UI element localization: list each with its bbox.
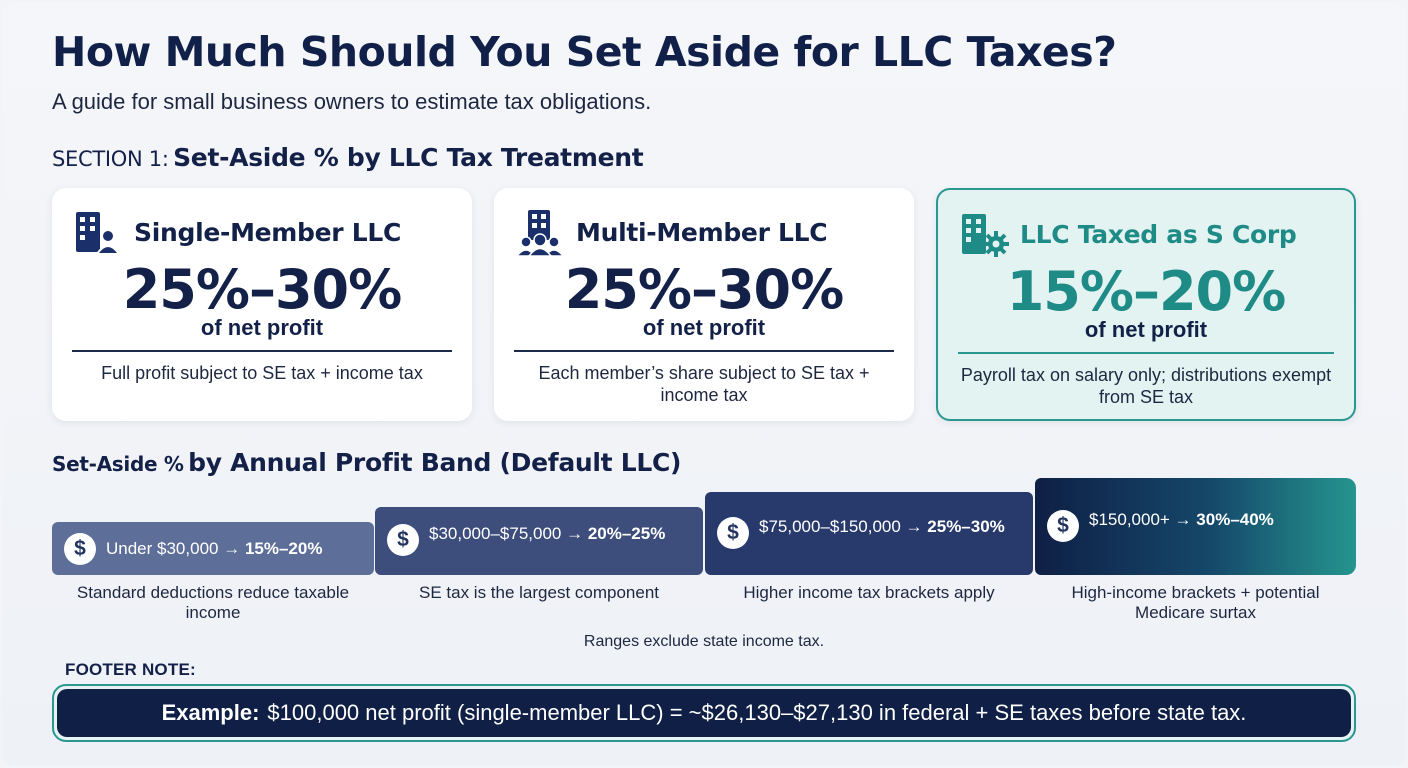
building-group-icon <box>514 206 566 258</box>
card-description: Each member’s share subject to SE tax + … <box>538 363 870 405</box>
page-title: How Much Should You Set Aside for LLC Ta… <box>52 28 1117 76</box>
profit-band-prefix: Set-Aside % <box>52 452 184 476</box>
dollar-icon: $ <box>64 532 96 565</box>
example-text: $100,000 net profit (single-member LLC) … <box>267 700 1247 725</box>
footer-label: FOOTER NOTE: <box>65 660 196 679</box>
example-label: Example: <box>161 700 260 725</box>
band-value: 15%–20% <box>244 538 323 558</box>
card-divider <box>72 350 452 352</box>
band-range: $30,000–$75,000 → <box>429 524 584 543</box>
card-divider <box>958 352 1334 354</box>
band-range: Under $30,000 → <box>106 538 241 558</box>
section-1-prefix: SECTION 1: <box>52 147 169 171</box>
card-unit: of net profit <box>642 315 766 340</box>
card-unit: of net profit <box>200 315 324 340</box>
band-value: 25%–30% <box>927 517 1005 536</box>
band-note: High-income brackets + potential Medicar… <box>1071 583 1320 622</box>
profit-band-heading: Set-Aside % by Annual Profit Band (Defau… <box>52 448 681 477</box>
section-1-title: Set-Aside % by LLC Tax Treatment <box>173 143 644 172</box>
card-single-member-llc: Single-Member LLC 25%–30% of net profit … <box>52 188 472 421</box>
profit-band-2: $ $30,000–$75,000 → 20%–25% <box>375 507 703 575</box>
card-title: Single-Member LLC <box>134 217 402 247</box>
dollar-icon: $ <box>387 524 419 556</box>
card-description: Payroll tax on salary only; distribution… <box>960 365 1332 407</box>
card-multi-member-llc: Multi-Member LLC 25%–30% of net profit E… <box>494 188 914 421</box>
footer-example-box: Example: $100,000 net profit (single-mem… <box>52 684 1356 742</box>
ranges-note: Ranges exclude state income tax. <box>583 633 825 650</box>
card-unit: of net profit <box>1084 317 1208 342</box>
band-range: $150,000+ → <box>1089 510 1192 529</box>
section-1-heading: SECTION 1: Set-Aside % by LLC Tax Treatm… <box>52 143 644 172</box>
band-note: SE tax is the largest component <box>418 583 660 602</box>
page-subtitle: A guide for small business owners to est… <box>52 89 652 114</box>
band-note: Higher income tax brackets apply <box>743 583 995 602</box>
card-percent: 15%–20% <box>1006 260 1287 323</box>
card-llc-s-corp: LLC Taxed as S Corp 15%–20% of net profi… <box>936 188 1356 421</box>
card-percent: 25%–30% <box>122 258 403 321</box>
profit-band-1: $ Under $30,000 → 15%–20% <box>52 522 374 575</box>
dollar-icon: $ <box>717 517 749 549</box>
band-value: 20%–25% <box>587 524 666 543</box>
band-value: 30%–40% <box>1196 510 1274 529</box>
building-person-icon <box>72 206 124 258</box>
profit-band-4: $ $150,000+ → 30%–40% <box>1035 478 1356 575</box>
card-title: Multi-Member LLC <box>576 217 828 247</box>
band-range: $75,000–$150,000 → <box>759 517 923 536</box>
profit-band-3: $ $75,000–$150,000 → 25%–30% <box>705 492 1033 575</box>
dollar-icon: $ <box>1047 510 1079 542</box>
building-gear-icon <box>958 208 1010 260</box>
card-description: Full profit subject to SE tax + income t… <box>101 363 423 383</box>
profit-band-title: by Annual Profit Band (Default LLC) <box>188 448 682 477</box>
card-divider <box>514 350 894 352</box>
card-percent: 25%–30% <box>564 258 845 321</box>
band-note: Standard deductions reduce taxable incom… <box>76 583 350 622</box>
card-title: LLC Taxed as S Corp <box>1020 219 1297 249</box>
